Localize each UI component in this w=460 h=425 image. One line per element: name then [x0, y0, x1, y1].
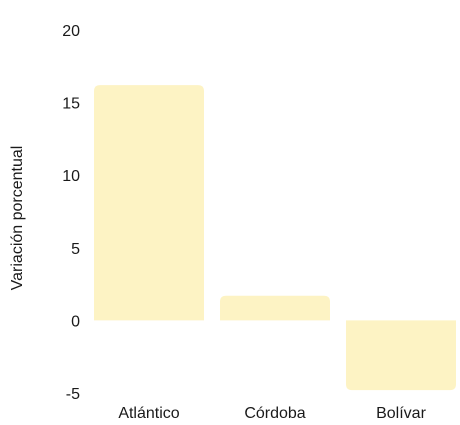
x-axis-labels: Atlántico Córdoba Bolívar: [118, 405, 426, 422]
y-tick-label: 0: [71, 313, 80, 330]
x-category-label: Atlántico: [118, 405, 179, 422]
bar-bolivar: [346, 320, 456, 391]
bar-cordoba: [220, 295, 330, 321]
y-tick-label: 5: [71, 241, 80, 258]
y-tick-label: 10: [62, 168, 80, 185]
y-tick-label: 20: [62, 23, 80, 40]
x-category-label: Bolívar: [376, 405, 426, 422]
bar-atlantico: [94, 85, 204, 321]
y-tick-label: -5: [66, 386, 80, 403]
y-tick-label: 15: [62, 96, 80, 113]
y-axis-ticks: 20 15 10 5 0 -5: [62, 23, 80, 403]
x-category-label: Córdoba: [244, 405, 305, 422]
bars: [94, 85, 456, 391]
y-axis-title: Variación porcentual: [9, 146, 26, 291]
